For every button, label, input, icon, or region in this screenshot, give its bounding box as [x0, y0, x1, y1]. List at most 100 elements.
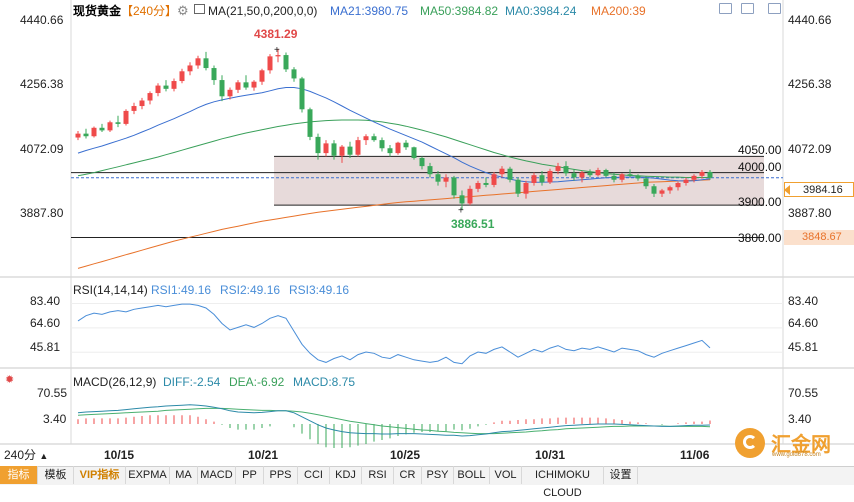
candle-body: [691, 175, 697, 180]
candle-body: [83, 133, 89, 137]
period-dropdown[interactable]: 240分 ▲: [4, 448, 48, 463]
candle-body: [195, 58, 201, 66]
candle-body: [107, 122, 113, 131]
toolbar-button-1[interactable]: 模板: [38, 466, 74, 484]
price-axis-label-right: 3887.80: [788, 206, 832, 220]
candle-body: [123, 110, 129, 124]
toolbar-button-5[interactable]: MACD: [198, 466, 236, 484]
candle-body: [707, 171, 713, 178]
candle-body: [267, 56, 273, 71]
toolbar-button-16[interactable]: 设置: [604, 466, 638, 484]
rsi2-value: RSI2:49.16: [220, 283, 281, 297]
candle-body: [283, 55, 289, 70]
ma21-value: MA21:3980.75: [330, 4, 409, 18]
level-label: 3800.00: [738, 231, 782, 245]
brand-logo-mark: [743, 435, 757, 449]
candle-body: [595, 170, 601, 176]
candle-body: [675, 182, 681, 188]
toolbar-button-12[interactable]: PSY: [422, 466, 454, 484]
level-label: 4000.00: [738, 160, 782, 174]
time-axis-label: 10/31: [535, 448, 566, 462]
rsi1-value: RSI1:49.16: [151, 283, 212, 297]
candle-body: [171, 81, 177, 89]
toolbar-button-4[interactable]: MA: [170, 466, 198, 484]
symbol-name: 现货黄金: [73, 4, 122, 18]
brand-logo-url: www.gold678.com: [772, 452, 821, 458]
macd-axis-label: 70.55: [37, 386, 68, 400]
macd-axis-label-right: 3.40: [788, 412, 812, 426]
maximize-window-icon[interactable]: [768, 3, 781, 14]
candle-body: [539, 175, 545, 183]
grid-view-icon[interactable]: [741, 3, 754, 14]
toolbar-button-9[interactable]: KDJ: [330, 466, 362, 484]
candle-body: [323, 143, 329, 154]
ma50-value: MA50:3984.82: [420, 4, 499, 18]
candle-body: [139, 100, 145, 107]
time-axis-label: 10/25: [390, 448, 421, 462]
ma21-line: [77, 87, 711, 183]
candle-body: [155, 85, 161, 94]
candle-body: [419, 157, 425, 167]
candle-body: [627, 174, 633, 176]
level-label: 4050.00: [738, 143, 782, 157]
rsi-axis-label: 83.40: [30, 294, 61, 308]
toolbar-button-14[interactable]: VOL: [490, 466, 522, 484]
brand-logo-text: 汇金网: [771, 432, 831, 456]
toolbar-button-11[interactable]: CR: [394, 466, 422, 484]
macd-title[interactable]: MACD(26,12,9): [73, 375, 157, 389]
rsi-axis-label-right: 45.81: [788, 340, 819, 354]
candle-body: [587, 172, 593, 176]
price-axis-label: 4440.66: [20, 13, 64, 27]
indicator-settings-icon[interactable]: ✹: [5, 374, 15, 386]
candle-body: [219, 80, 225, 97]
time-axis-label: 10/15: [104, 448, 135, 462]
candle-body: [667, 187, 673, 191]
macd-diff-line: [77, 404, 711, 437]
period-dropdown-label: 240分: [4, 448, 37, 462]
ma-indicator-icon: [194, 4, 205, 14]
candle-body: [635, 175, 641, 179]
ma200-price-value: 3848.67: [802, 231, 842, 243]
macd-axis-label: 3.40: [43, 412, 67, 426]
price-axis-label: 3887.80: [20, 206, 64, 220]
toolbar-button-6[interactable]: PP: [236, 466, 264, 484]
macd-diff-value: DIFF:-2.54: [163, 375, 221, 389]
rsi-title[interactable]: RSI(14,14,14): [73, 283, 148, 297]
candle-body: [603, 170, 609, 176]
candle-body: [131, 106, 137, 111]
level-label: 3900.00: [738, 195, 782, 209]
candle-body: [403, 142, 409, 148]
toolbar-button-15[interactable]: ICHIMOKU CLOUD: [522, 466, 604, 499]
candle-body: [395, 142, 401, 154]
toolbar-button-7[interactable]: PPS: [264, 466, 298, 484]
candle-body: [299, 78, 305, 110]
ma200-line: [77, 179, 711, 269]
candle-body: [531, 175, 537, 183]
settings-icon[interactable]: ⚙: [177, 3, 189, 18]
price-axis-label-right: 4256.38: [788, 77, 832, 91]
candle-body: [571, 173, 577, 178]
toolbar-button-8[interactable]: CCI: [298, 466, 330, 484]
price-axis-label: 4256.38: [20, 77, 64, 91]
toolbar-button-0[interactable]: 指标: [0, 466, 38, 484]
current-price-tag: 3984.16: [784, 182, 854, 197]
rsi-axis-label-right: 64.60: [788, 316, 819, 330]
candle-body: [371, 136, 377, 141]
candle-body: [507, 168, 513, 180]
toolbar-button-13[interactable]: BOLL: [454, 466, 490, 484]
toolbar-button-3[interactable]: EXPMA: [126, 466, 170, 484]
candle-body: [163, 85, 169, 89]
candle-body: [515, 179, 521, 194]
candle-body: [363, 136, 369, 141]
period-label[interactable]: 【240分】: [121, 4, 178, 18]
macd-hist-value: MACD:8.75: [293, 375, 356, 389]
toolbar-button-2[interactable]: VIP指标: [74, 466, 126, 484]
candle-body: [467, 188, 473, 204]
restore-window-icon[interactable]: [719, 3, 732, 14]
candle-body: [259, 70, 265, 82]
candle-body: [251, 81, 257, 88]
toolbar-button-10[interactable]: RSI: [362, 466, 394, 484]
candle-body: [99, 127, 105, 131]
ma-indicator-label[interactable]: MA(21,50,0,200,0,0): [208, 4, 318, 18]
